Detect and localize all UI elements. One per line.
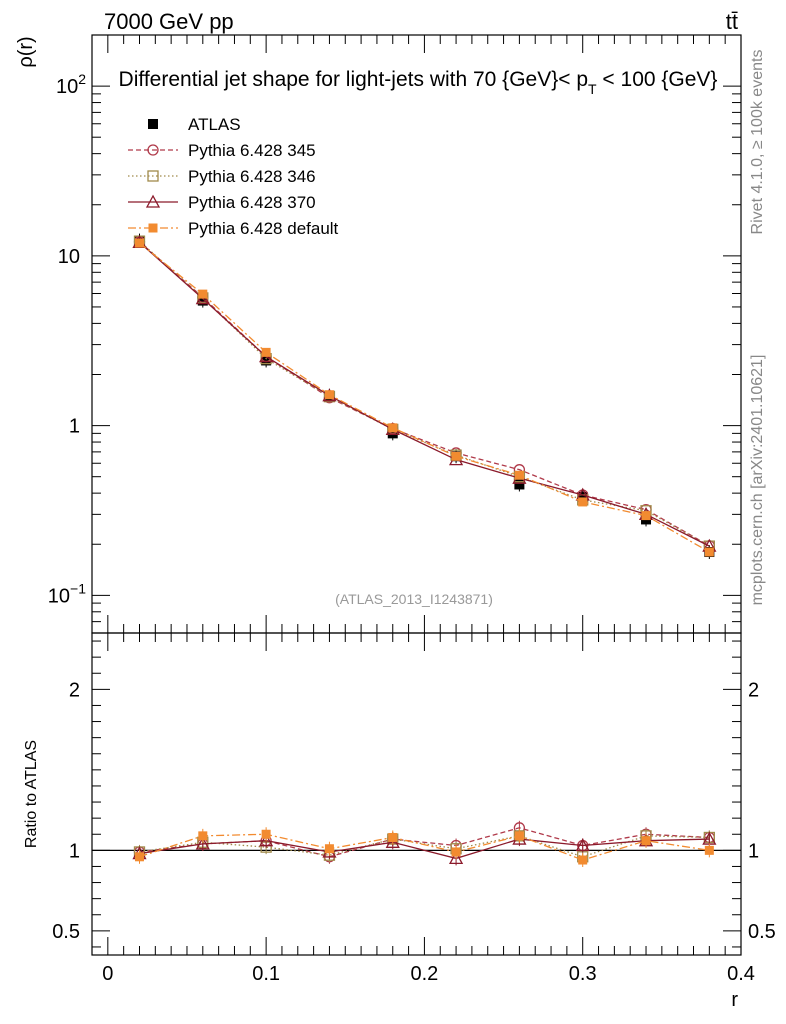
data-point [324,390,334,400]
series-0 [134,233,715,560]
data-point [451,451,461,461]
series-line [139,241,710,547]
y-tick-label: 10 [58,246,80,268]
legend-item: Pythia 6.428 345 [128,141,316,160]
chart-title-end: < 100 {GeV} [597,68,718,91]
series-line [139,241,710,547]
data-point [261,829,271,839]
ratio-series-1 [133,828,715,864]
ratio-frame [91,632,742,956]
legend-label: ATLAS [188,115,241,134]
y-tick-label: 2 [748,679,759,701]
ratio-series-3 [134,827,714,868]
y-tick-label: 10−1 [48,580,86,607]
main-x-ticks [107,35,742,633]
x-tick-label: 0.2 [411,963,439,985]
series-line [139,835,710,858]
data-point [148,223,158,233]
y-tick-label: 0.5 [52,921,80,943]
data-point [641,511,651,521]
energy-label: 7000 GeV pp [104,9,234,34]
data-point [451,847,461,857]
main-y-axis-label: ρ(r) [15,36,37,67]
data-point [704,845,714,855]
data-point [198,831,208,841]
data-point [147,144,159,156]
data-point [578,497,588,507]
chart-title: Differential jet shape for light-jets wi… [119,68,718,97]
legend-item: Pythia 6.428 346 [128,167,316,186]
legend-label: Pythia 6.428 370 [188,193,316,212]
data-point [259,833,274,847]
data-point [388,832,398,842]
legend-label: Pythia 6.428 345 [188,141,316,160]
legend-label: Pythia 6.428 default [188,219,339,238]
data-point [195,836,210,850]
main-y-ticks: 102 10 1 10−1 [48,34,741,634]
ratio-series [132,820,717,868]
data-point [134,852,144,862]
legend: ATLAS Pythia 6.428 345 Pythia 6.428 346 Pyt… [128,115,339,238]
data-point [134,238,144,248]
y-tick-label: 0.5 [748,921,776,943]
data-point [514,479,525,490]
data-point [197,295,208,306]
series-line [139,833,710,861]
ratio-panel: 0.5 0.51 12 2 0 0.1 0.2 0.3 0.4 Ratio to ATLAS … [23,632,776,1011]
series-3 [132,235,717,552]
ratio-y-axis-label: Ratio to ATLAS [23,740,40,848]
data-point [514,831,524,841]
y-tick-label: 2 [69,679,80,701]
data-point [261,355,272,366]
series-line [139,242,710,553]
main-panel: 102 10 1 10−1 (ATLAS_2013_I1243871) ρ(r) Di… [15,34,742,634]
main-series [132,233,717,560]
data-point [514,470,524,480]
data-point [261,347,271,357]
series-line [139,838,710,860]
data-point [641,836,651,846]
data-point [704,547,714,557]
series-line [139,827,710,858]
x-tick-label: 0 [102,963,113,985]
data-point [575,838,590,852]
mcplots-label: mcplots.cern.ch [arXiv:2401.10621] [749,355,766,606]
x-tick-label: 0.4 [727,963,755,985]
legend-item: Pythia 6.428 default [128,219,339,238]
legend-label: Pythia 6.428 346 [188,167,316,186]
data-point [198,289,208,299]
data-point [388,423,398,433]
chart-title-sub: T [588,81,597,97]
x-axis-label: r [731,989,738,1011]
y-tick-label: 1 [748,840,759,862]
y-tick-label: 102 [56,71,86,98]
y-tick-label: 1 [69,416,80,438]
data-point [145,194,161,208]
legend-item: Pythia 6.428 370 [128,193,316,212]
process-label: tt̄ [726,9,738,34]
ratio-x-ticks: 0 0.1 0.2 0.3 0.4 [102,633,755,985]
analysis-tag: (ATLAS_2013_I1243871) [335,591,493,607]
data-point [148,119,158,129]
series-2 [133,235,715,552]
data-point [448,851,464,865]
data-point [324,844,334,854]
data-point [147,170,159,182]
x-tick-label: 0.3 [569,963,597,985]
series-1 [133,236,715,552]
x-tick-label: 0.1 [252,963,280,985]
data-point [578,855,588,865]
series-line [139,240,710,547]
data-point [577,491,588,502]
legend-item: ATLAS [148,115,241,134]
rivet-label: Rivet 4.1.0, ≥ 100k events [749,50,766,235]
series-4 [134,238,714,557]
ratio-y-ticks: 0.5 0.5 1 1 2 2 [52,640,776,948]
y-tick-label: 1 [69,840,80,862]
chart-title-main: Differential jet shape for light-jets wi… [119,68,588,91]
